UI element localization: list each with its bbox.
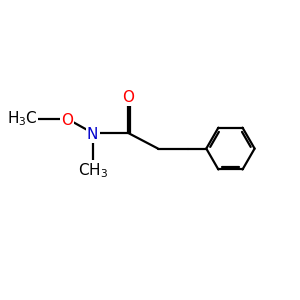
Text: $\mathsf{H_3C}$: $\mathsf{H_3C}$	[7, 110, 37, 128]
Text: O: O	[122, 90, 134, 105]
Text: $\mathsf{CH_3}$: $\mathsf{CH_3}$	[78, 161, 108, 180]
Text: O: O	[61, 113, 73, 128]
Text: N: N	[87, 127, 98, 142]
